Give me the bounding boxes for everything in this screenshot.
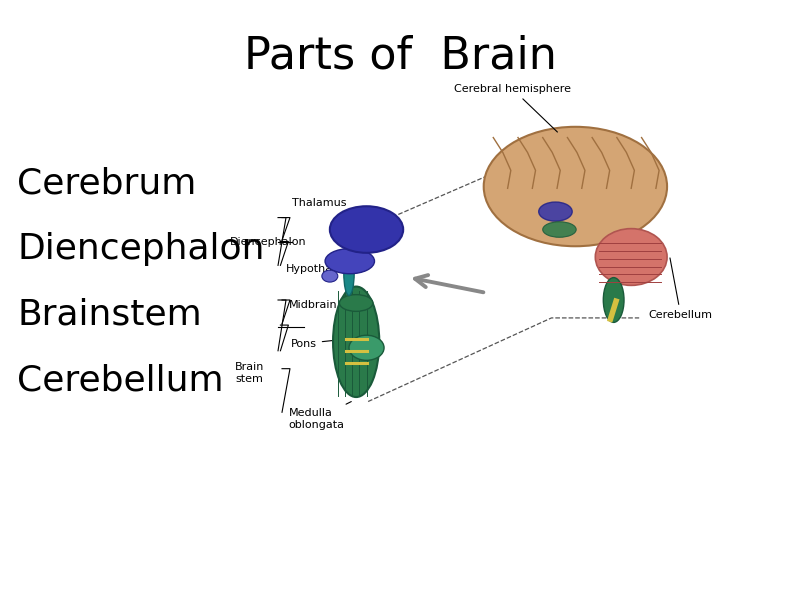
- Text: Cerebrum: Cerebrum: [18, 167, 197, 200]
- Text: Brainstem: Brainstem: [18, 298, 202, 332]
- Ellipse shape: [339, 295, 373, 311]
- Text: Pons: Pons: [290, 338, 352, 349]
- Text: Diencephalon: Diencephalon: [230, 237, 307, 247]
- Text: Diencephalon: Diencephalon: [18, 232, 265, 266]
- Text: Medulla
oblongata: Medulla oblongata: [288, 401, 351, 430]
- Ellipse shape: [542, 222, 576, 237]
- Text: Cerebral hemisphere: Cerebral hemisphere: [454, 84, 571, 132]
- Ellipse shape: [603, 278, 624, 322]
- Ellipse shape: [349, 335, 384, 361]
- Text: Cerebellum: Cerebellum: [18, 364, 224, 398]
- Ellipse shape: [322, 270, 338, 282]
- Text: Midbrain: Midbrain: [288, 300, 348, 310]
- Text: Cerebellum: Cerebellum: [649, 258, 713, 320]
- Ellipse shape: [330, 206, 403, 253]
- Ellipse shape: [344, 251, 354, 296]
- Text: Thalamus: Thalamus: [292, 197, 356, 217]
- Ellipse shape: [484, 127, 667, 246]
- Ellipse shape: [333, 287, 379, 397]
- Ellipse shape: [595, 229, 667, 286]
- Text: Hypothalamus: Hypothalamus: [286, 263, 367, 274]
- Ellipse shape: [538, 202, 572, 221]
- Text: Brain
stem: Brain stem: [235, 362, 264, 383]
- Ellipse shape: [325, 248, 374, 274]
- Text: Parts of  Brain: Parts of Brain: [243, 34, 557, 77]
